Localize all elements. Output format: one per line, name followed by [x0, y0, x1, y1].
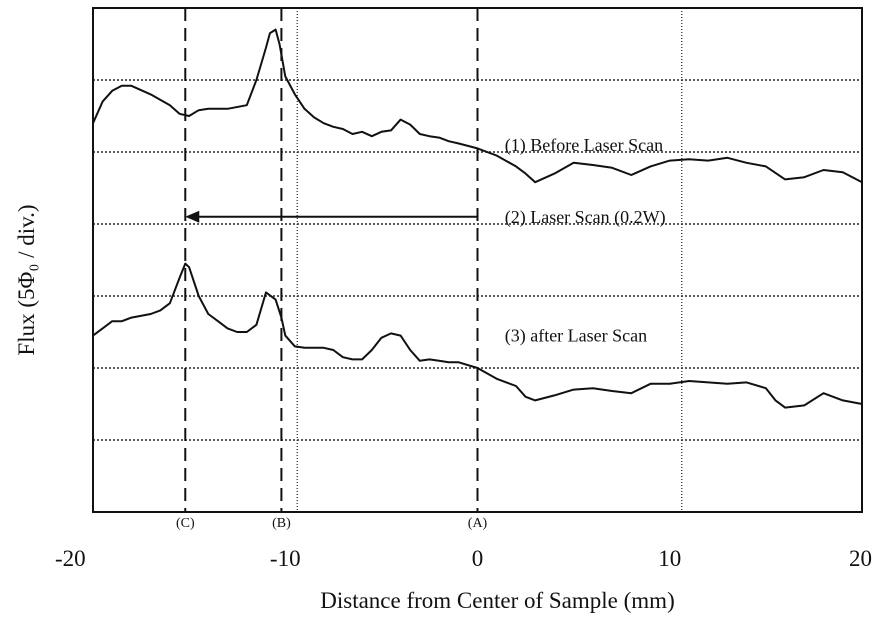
- x-tick-label: 20: [849, 546, 872, 571]
- marker-label: (A): [468, 516, 488, 531]
- flux-series: [92, 28, 863, 409]
- series-line-1: [92, 28, 863, 184]
- x-axis-title: Distance from Center of Sample (mm): [320, 588, 674, 613]
- annotations: (1) Before Laser Scan (2) Laser Scan (0.2…: [505, 135, 666, 347]
- laser-scan-arrow: [185, 210, 478, 223]
- series-line-2: [92, 262, 863, 409]
- y-axis-title: Flux (5Φ₀ / div.): [14, 204, 39, 355]
- x-tick-label: 10: [658, 546, 681, 571]
- x-tick-label: 0: [472, 546, 484, 571]
- annotation-1: (1) Before Laser Scan: [505, 135, 663, 156]
- marker-label: (C): [176, 516, 195, 531]
- annotation-3: (3) after Laser Scan: [505, 326, 647, 347]
- position-markers: (C) (B) (A): [176, 8, 488, 531]
- x-tick-labels: -20 -10 0 10 20: [55, 546, 872, 571]
- arrow-head: [185, 210, 200, 223]
- x-tick-label: -20: [55, 546, 86, 571]
- marker-label: (B): [272, 516, 291, 531]
- x-tick-label: -10: [270, 546, 301, 571]
- annotation-2: (2) Laser Scan (0.2W): [505, 207, 666, 228]
